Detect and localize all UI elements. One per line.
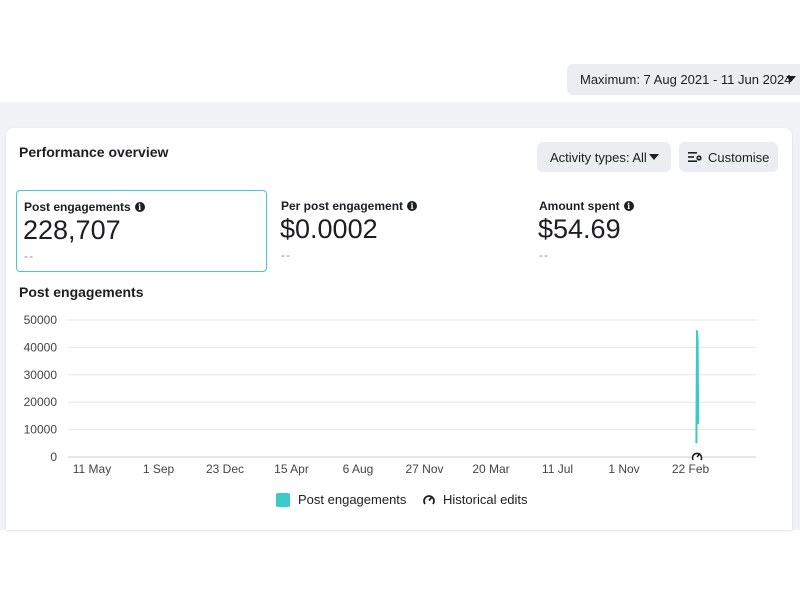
caret-down-icon — [786, 76, 796, 82]
edit-gauge-arc — [691, 452, 703, 461]
metric-post-engagements[interactable]: Post engagements i 228,707 -- — [16, 190, 267, 272]
chart-title: Post engagements — [19, 284, 144, 300]
y-tick-label: 20000 — [24, 395, 58, 409]
historical-edit-marker — [691, 451, 704, 463]
x-tick-label: 20 Mar — [472, 462, 509, 476]
customise-icon — [688, 152, 702, 162]
activity-types-label: Activity types: All — [550, 149, 647, 165]
info-icon[interactable]: i — [134, 202, 145, 212]
legend-swatch — [276, 492, 290, 507]
metric-value: $0.0002 — [280, 214, 378, 244]
metric-value: $54.69 — [538, 214, 621, 244]
legend-label: Historical edits — [443, 492, 528, 507]
metric-label: Per post engagement — [281, 199, 404, 213]
x-tick-label: 23 Dec — [206, 462, 244, 476]
metric-label-row: Amount spent i — [539, 199, 634, 213]
y-tick-label: 40000 — [24, 340, 58, 354]
legend-item-historical-edits[interactable]: Historical edits — [422, 492, 528, 507]
activity-types-dropdown[interactable]: Activity types: All — [537, 142, 671, 172]
x-tick-label: 1 Nov — [608, 462, 639, 476]
x-tick-label: 27 Nov — [405, 462, 443, 476]
x-tick-label: 11 May — [73, 462, 111, 476]
series-line-post-engagements — [695, 330, 700, 444]
x-tick-label: 1 Sep — [143, 462, 175, 476]
edit-gauge-needle — [696, 452, 701, 458]
metric-comparison: -- — [24, 249, 34, 263]
info-icon[interactable]: i — [623, 201, 634, 211]
legend-label: Post engagements — [298, 492, 407, 507]
x-tick-label: 11 Jul — [542, 462, 573, 476]
x-tick-label: 22 Feb — [672, 462, 710, 476]
customise-label: Customise — [708, 149, 770, 165]
y-tick-label: 30000 — [24, 368, 58, 382]
metric-comparison: -- — [281, 248, 291, 262]
y-tick-label: 10000 — [24, 423, 58, 437]
y-tick-label: 50000 — [24, 313, 58, 327]
x-tick-label: 6 Aug — [343, 462, 374, 476]
date-range-label: Maximum: 7 Aug 2021 - 11 Jun 2024 — [580, 72, 792, 87]
legend-item-post-engagements[interactable]: Post engagements — [276, 492, 406, 507]
y-tick-label: 0 — [50, 450, 57, 464]
metric-amount-spent[interactable]: Amount spent i $54.69 -- — [532, 190, 783, 272]
metric-label: Post engagements — [24, 200, 131, 214]
performance-overview-card: Performance overview Activity types: All… — [6, 128, 792, 530]
historical-edits-icon — [423, 494, 435, 505]
caret-down-icon — [649, 154, 659, 160]
metric-label-row: Post engagements i — [24, 200, 145, 214]
metric-value: 228,707 — [23, 215, 121, 245]
info-icon[interactable]: i — [407, 201, 418, 211]
metric-comparison: -- — [539, 248, 549, 262]
metric-per-post-engagement[interactable]: Per post engagement i $0.0002 -- — [274, 190, 525, 272]
card-title: Performance overview — [19, 144, 169, 160]
x-tick-label: 15 Apr — [274, 462, 309, 476]
customise-button[interactable]: Customise — [679, 142, 778, 172]
metric-label: Amount spent — [539, 199, 620, 213]
metric-label-row: Per post engagement i — [281, 199, 418, 213]
date-range-selector[interactable]: Maximum: 7 Aug 2021 - 11 Jun 2024 — [567, 64, 800, 95]
